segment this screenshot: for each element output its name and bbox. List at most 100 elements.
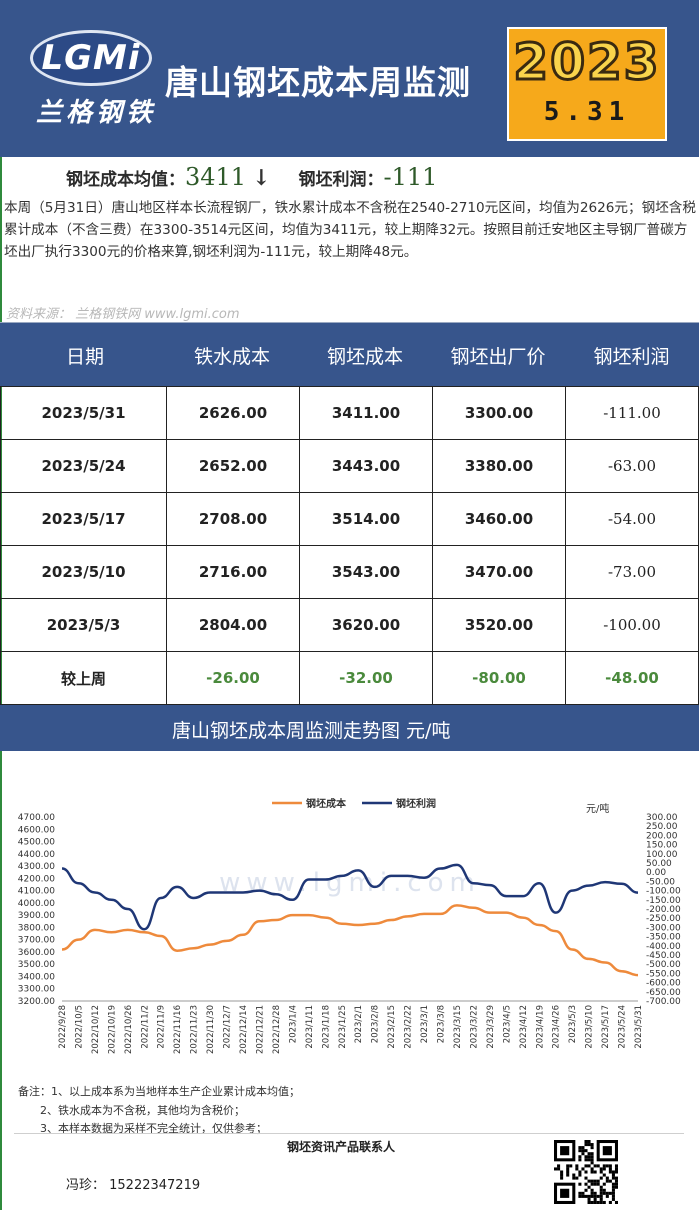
table-header: 日期 铁水成本 钢坯成本 钢坯出厂价 钢坯利润 (0, 323, 699, 386)
col-header-billet-price: 钢坯出厂价 (450, 346, 546, 368)
y-left-tick-label: 4400.00 (18, 850, 55, 860)
y-left-tick-label: 4100.00 (18, 887, 55, 897)
chart-header: 唐山钢坯成本周监测走势图 元/吨 (0, 705, 699, 751)
table-cell-billet-price: 3470.00 (432, 545, 566, 599)
x-tick-label: 2023/2/8 (371, 1005, 381, 1043)
report-header: LGMi 兰格钢铁 唐山钢坯成本周监测 2023 5.31 (0, 0, 699, 157)
table-cell-billet-cost: 3620.00 (299, 598, 433, 652)
table-cell-billet-profit: -111.00 (565, 386, 699, 440)
compare-cell-iron-cost: -26.00 (166, 651, 300, 705)
series-line-billet-cost (61, 904, 639, 977)
x-tick-label: 2022/10/12 (91, 1005, 101, 1054)
contact-person: 冯珍： 15222347219 (66, 1178, 201, 1193)
table-cell-billet-cost: 3543.00 (299, 545, 433, 599)
date-year: 2023 (512, 32, 661, 93)
x-tick-label: 2023/3/8 (437, 1005, 447, 1043)
page-title: 唐山钢坯成本周监测 (165, 63, 471, 102)
y-left-tick-label: 4600.00 (18, 825, 55, 835)
x-tick-label: 2023/1/25 (338, 1005, 348, 1049)
logo-text: LGMi (41, 38, 141, 78)
y-right-tick-label: -500.00 (646, 960, 681, 970)
table-cell-billet-profit: -63.00 (565, 439, 699, 493)
y-right-tick-label: 200.00 (646, 831, 678, 841)
table-cell-date: 2023/5/31 (0, 386, 167, 440)
y-left-tick-label: 4500.00 (18, 838, 55, 848)
trend-chart: www.lgmi.com3200.003300.003400.003500.00… (18, 797, 681, 1054)
col-header-date: 日期 (65, 346, 104, 368)
cost-label: 钢坯成本均值： (66, 170, 185, 190)
summary-section: 钢坯成本均值：3411 ↓ 钢坯利润：-111 本周（5月31日）唐山地区样本长流程… (0, 157, 699, 323)
x-tick-label: 2023/5/24 (618, 1005, 628, 1049)
profit-label: 钢坯利润： (298, 170, 384, 190)
x-tick-label: 2022/11/16 (173, 1005, 183, 1054)
stat-row: 钢坯成本均值：3411 ↓ 钢坯利润：-111 (66, 163, 437, 191)
note-3: 3、本样本数据为采样不完全统计，仅供参考； (40, 1122, 267, 1135)
x-tick-label: 2023/2/1 (354, 1005, 364, 1043)
x-tick-label: 2023/2/15 (387, 1005, 397, 1049)
table-cell-iron-cost: 2626.00 (166, 386, 300, 440)
x-tick-label: 2022/11/9 (157, 1005, 167, 1049)
y-left-tick-label: 4300.00 (18, 862, 55, 872)
x-tick-label: 2023/1/11 (305, 1005, 315, 1049)
y-right-tick-label: -150.00 (646, 896, 681, 906)
x-tick-label: 2023/2/22 (404, 1005, 414, 1049)
chart-title: 唐山钢坯成本周监测走势图 元/吨 (172, 720, 451, 742)
y-right-tick-label: -650.00 (646, 988, 681, 998)
profit-value: -111 (383, 163, 438, 191)
lgmi-logo: LGMi 兰格钢铁 (28, 26, 158, 128)
legend-label: 钢坯成本 (306, 797, 347, 810)
x-tick-label: 2023/3/29 (486, 1005, 496, 1049)
y-left-tick-label: 3500.00 (18, 960, 55, 970)
contact-title: 钢坯资讯产品联系人 (287, 1140, 396, 1154)
x-tick-label: 2023/3/15 (453, 1005, 463, 1049)
table-cell-billet-profit: -73.00 (565, 545, 699, 599)
x-tick-label: 2023/4/26 (552, 1005, 562, 1049)
table-cell-iron-cost: 2804.00 (166, 598, 300, 652)
table-cell-iron-cost: 2652.00 (166, 439, 300, 493)
compare-cell-billet-profit: -48.00 (565, 651, 699, 705)
x-tick-label: 2023/4/19 (535, 1005, 545, 1049)
table-cell-billet-profit: -54.00 (565, 492, 699, 546)
x-tick-label: 2022/11/2 (140, 1005, 150, 1049)
logo-oval (30, 30, 152, 86)
table-cell-date: 2023/5/24 (0, 439, 167, 493)
y-right-tick-label: -300.00 (646, 923, 681, 933)
qr-code-icon[interactable] (554, 1140, 618, 1204)
x-tick-label: 2022/11/23 (190, 1005, 200, 1054)
y-left-tick-label: 4700.00 (18, 813, 55, 823)
x-tick-label: 2022/12/14 (239, 1005, 249, 1054)
y-right-tick-label: -50.00 (646, 877, 675, 887)
y-left-tick-label: 3800.00 (18, 923, 55, 933)
y-right-tick-label: -600.00 (646, 979, 681, 989)
left-accent-rule (0, 157, 2, 1210)
legend-label: 钢坯利润 (396, 797, 436, 810)
y-left-tick-label: 3300.00 (18, 985, 55, 995)
x-tick-label: 2023/1/4 (288, 1005, 298, 1043)
table-cell-billet-price: 3300.00 (432, 386, 566, 440)
x-tick-label: 2023/1/18 (321, 1005, 331, 1049)
y-right-tick-label: -450.00 (646, 951, 681, 961)
col-header-iron-cost: 铁水成本 (193, 346, 270, 368)
x-tick-label: 2022/11/30 (206, 1005, 216, 1054)
y-left-tick-label: 4200.00 (18, 874, 55, 884)
compare-cell-billet-price: -80.00 (432, 651, 566, 705)
y-left-tick-label: 3600.00 (18, 948, 55, 958)
y-right-tick-label: -100.00 (646, 887, 681, 897)
table-cell-billet-cost: 3443.00 (299, 439, 433, 493)
compare-cell-date: 较上周 (0, 651, 167, 705)
x-tick-label: 2023/5/31 (634, 1005, 644, 1049)
x-tick-label: 2023/5/17 (601, 1005, 611, 1049)
y-right-tick-label: -400.00 (646, 942, 681, 952)
y-left-tick-label: 3900.00 (18, 911, 55, 921)
y-left-tick-label: 3700.00 (18, 936, 55, 946)
y-right-tick-label: 0.00 (646, 868, 666, 878)
x-tick-label: 2023/4/5 (502, 1005, 512, 1043)
x-tick-label: 2022/12/7 (223, 1005, 233, 1049)
note-2: 2、铁水成本为不含税，其他均为含税价； (40, 1104, 245, 1117)
y-right-tick-label: -200.00 (646, 905, 681, 915)
x-tick-label: 2022/10/5 (74, 1005, 84, 1049)
series-line-billet-profit (61, 863, 639, 931)
x-tick-label: 2022/10/26 (124, 1005, 134, 1054)
table-cell-billet-cost: 3514.00 (299, 492, 433, 546)
table-cell-billet-price: 3380.00 (432, 439, 566, 493)
